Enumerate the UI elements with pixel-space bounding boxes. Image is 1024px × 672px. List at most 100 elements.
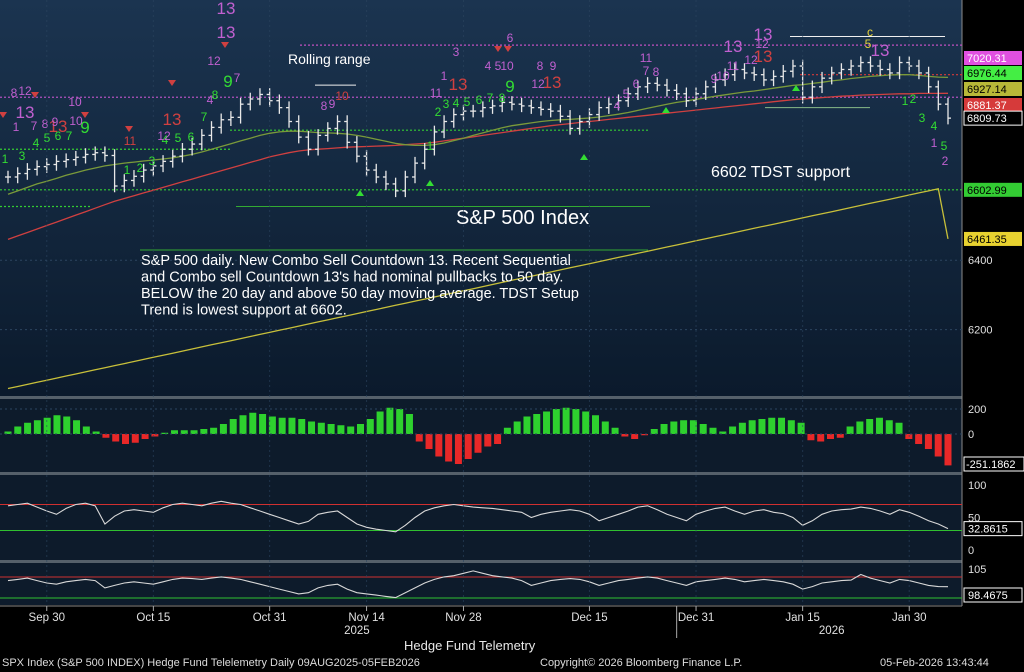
histogram-bar: [102, 434, 110, 438]
x-tick-label: Oct 31: [253, 612, 287, 624]
setup-count: 3: [19, 149, 26, 163]
countdown-number: 12: [18, 84, 32, 98]
footer-timestamp: 05-Feb-2026 13:43:44: [880, 657, 989, 669]
price-label-text: 7020.31: [967, 53, 1007, 65]
setup-count-alt: 10: [500, 59, 514, 73]
histogram-bar: [856, 421, 864, 434]
setup-count-alt: 11: [727, 59, 740, 73]
histogram-tick-label: 200: [968, 404, 986, 416]
histogram-bar: [435, 434, 443, 457]
histogram-bar: [308, 421, 316, 434]
rolling-range-label: Rolling range: [288, 51, 371, 67]
osc1-tick-label: 0: [968, 545, 974, 557]
osc2-last-label: 98.4675: [968, 590, 1008, 602]
setup-count: 6: [476, 93, 483, 107]
histogram-bar: [53, 415, 61, 434]
x-tick-label: Jan 15: [785, 612, 820, 624]
setup-count-alt: 12: [744, 53, 758, 67]
setup-count-alt: 12: [207, 54, 221, 68]
price-tick-label: 6200: [968, 325, 992, 337]
countdown-number: 11: [640, 51, 653, 65]
setup-count: 6: [55, 129, 62, 143]
histogram-bar: [327, 424, 335, 434]
histogram-bar: [915, 434, 923, 444]
sell-arrow: [504, 46, 512, 52]
histogram-bar: [689, 420, 697, 434]
histogram-bar: [778, 417, 786, 434]
histogram-bar: [562, 407, 570, 434]
setup-count-alt: 9: [550, 59, 557, 73]
setup-count-alt: 1: [13, 120, 20, 134]
setup-count-alt: 8: [42, 117, 49, 131]
osc1-tick-label: 100: [968, 480, 986, 492]
histogram-bar: [63, 416, 71, 434]
ma200-line: [7, 188, 949, 390]
histogram-bar: [738, 422, 746, 434]
setup-count-alt: 4: [614, 99, 621, 113]
price-label-text: 6809.73: [967, 113, 1007, 125]
commentary-line: S&P 500 daily. New Combo Sell Countdown …: [141, 253, 571, 269]
index-title: S&P 500 Index: [456, 207, 589, 229]
setup-count-alt: 5: [865, 37, 872, 51]
histogram-bar: [357, 424, 364, 434]
histogram-bar: [572, 409, 580, 434]
setup-count-alt: 9: [711, 72, 718, 86]
histogram-bar: [827, 434, 834, 439]
setup-count: 4: [931, 119, 938, 133]
setup-count-alt: 8: [537, 59, 544, 73]
countdown-number: 13: [754, 47, 773, 66]
histogram-bar: [229, 419, 237, 434]
countdown-number: 13: [217, 23, 236, 42]
setup-count-alt: 1: [441, 69, 448, 83]
sell-arrow: [168, 80, 176, 86]
histogram-bar: [817, 434, 825, 442]
tdst-support-label: 6602 TDST support: [711, 164, 851, 181]
histogram-bar: [484, 434, 492, 447]
histogram-bar: [298, 419, 306, 434]
buy-arrow: [426, 180, 434, 186]
setup-count-alt: 9: [52, 115, 59, 129]
setup-count-alt: 6: [507, 31, 514, 45]
osc1-last-box: [963, 521, 1023, 537]
histogram-bar: [239, 415, 247, 434]
price-label-box: [964, 82, 1022, 96]
footer-left: SPX Index (S&P 500 INDEX) Hedge Fund Tel…: [2, 657, 420, 669]
price-label-text: 6602.99: [967, 185, 1007, 197]
histogram-bar: [640, 434, 648, 436]
setup-count: 4: [453, 96, 460, 110]
histogram-bar: [592, 415, 599, 434]
histogram-bar: [14, 426, 22, 434]
setup-count: 2: [137, 161, 144, 175]
histogram-bar: [533, 414, 541, 434]
histogram-bar: [268, 416, 276, 434]
histogram-bar: [337, 425, 345, 434]
histogram-bar: [836, 434, 844, 438]
setup-count: 2: [435, 105, 442, 119]
histogram-bar: [151, 434, 159, 437]
setup-count: 1: [902, 94, 909, 108]
footer-title: Hedge Fund Telemetry: [404, 638, 536, 653]
histogram-bar: [807, 434, 815, 441]
countdown-number: 13: [217, 0, 236, 18]
histogram-bar: [180, 430, 188, 434]
histogram-bar: [944, 434, 952, 466]
setup-count-alt: 8: [11, 86, 18, 100]
histogram-bar: [513, 421, 521, 434]
setup-count: 8: [212, 88, 219, 102]
buy-arrow: [662, 107, 670, 113]
commentary-line: BELOW the 20 day and above 50 day moving…: [141, 286, 579, 302]
setup-count-alt: 7: [643, 64, 650, 78]
histogram-last-box: [963, 456, 1024, 472]
panel-separator: [0, 560, 1024, 563]
price-label-text: 6927.14: [967, 84, 1007, 96]
price-label-text: 6976.44: [967, 68, 1007, 80]
histogram-bar: [601, 421, 609, 434]
x-tick-label: Sep 30: [29, 612, 65, 624]
histogram-bar: [885, 420, 893, 434]
panel-separator: [0, 472, 1024, 475]
histogram-bar: [33, 420, 41, 434]
histogram-bar: [523, 416, 531, 434]
footer-bar: SPX Index (S&P 500 INDEX) Hedge Fund Tel…: [0, 656, 1024, 672]
osc2-last-box: [963, 587, 1023, 603]
setup-count: 7: [487, 91, 494, 105]
